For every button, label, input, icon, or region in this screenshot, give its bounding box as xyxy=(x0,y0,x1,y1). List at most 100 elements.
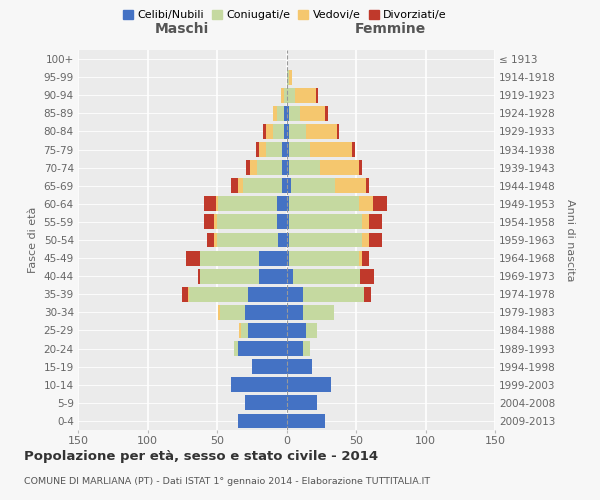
Bar xyxy=(289,70,292,84)
Bar xyxy=(287,232,289,248)
Bar xyxy=(289,214,362,230)
Bar xyxy=(306,323,317,338)
Bar xyxy=(368,214,382,230)
Bar xyxy=(373,196,386,211)
Bar xyxy=(220,305,245,320)
Y-axis label: Anni di nascita: Anni di nascita xyxy=(565,198,575,281)
Bar xyxy=(287,269,293,283)
Bar xyxy=(238,341,287,356)
Bar xyxy=(287,287,303,302)
Bar xyxy=(287,70,289,84)
Bar xyxy=(303,341,310,356)
Bar xyxy=(215,196,218,211)
Bar xyxy=(197,269,200,283)
Bar xyxy=(316,88,319,102)
Bar xyxy=(289,124,306,139)
Bar xyxy=(283,178,287,193)
Bar xyxy=(359,250,362,266)
Bar xyxy=(263,124,266,139)
Bar xyxy=(284,124,287,139)
Bar xyxy=(187,250,200,266)
Bar xyxy=(272,124,284,139)
Bar xyxy=(287,359,311,374)
Bar xyxy=(287,214,289,230)
Bar xyxy=(233,341,238,356)
Y-axis label: Fasce di età: Fasce di età xyxy=(28,207,38,273)
Bar xyxy=(188,287,189,302)
Bar xyxy=(362,232,368,248)
Bar xyxy=(287,250,289,266)
Bar xyxy=(287,196,289,211)
Bar xyxy=(200,250,259,266)
Bar xyxy=(259,142,266,157)
Bar xyxy=(320,160,359,175)
Bar xyxy=(244,178,283,193)
Bar xyxy=(217,214,277,230)
Bar xyxy=(325,106,328,121)
Bar xyxy=(207,232,214,248)
Bar xyxy=(293,269,360,283)
Bar xyxy=(241,323,248,338)
Bar xyxy=(238,178,244,193)
Bar xyxy=(287,396,317,410)
Bar xyxy=(283,160,287,175)
Bar xyxy=(266,124,272,139)
Bar xyxy=(368,232,382,248)
Bar xyxy=(287,378,331,392)
Bar xyxy=(366,178,368,193)
Bar xyxy=(287,160,289,175)
Bar xyxy=(245,396,287,410)
Bar xyxy=(283,142,287,157)
Bar xyxy=(359,160,362,175)
Bar xyxy=(182,287,188,302)
Bar xyxy=(362,250,368,266)
Bar xyxy=(245,305,287,320)
Bar xyxy=(256,142,259,157)
Bar xyxy=(272,106,277,121)
Bar xyxy=(359,196,373,211)
Bar xyxy=(287,88,295,102)
Bar xyxy=(295,88,316,102)
Bar xyxy=(257,160,283,175)
Bar xyxy=(246,160,250,175)
Bar xyxy=(289,160,320,175)
Bar xyxy=(200,269,259,283)
Bar xyxy=(287,414,325,428)
Bar xyxy=(259,250,287,266)
Bar xyxy=(252,359,287,374)
Bar xyxy=(287,106,289,121)
Bar xyxy=(287,305,303,320)
Bar xyxy=(289,196,359,211)
Bar xyxy=(289,142,310,157)
Bar xyxy=(248,323,287,338)
Bar xyxy=(289,106,301,121)
Bar xyxy=(266,142,283,157)
Bar xyxy=(289,250,359,266)
Bar xyxy=(218,305,220,320)
Bar xyxy=(364,287,371,302)
Bar xyxy=(287,323,306,338)
Bar xyxy=(301,106,325,121)
Bar xyxy=(306,124,337,139)
Bar xyxy=(231,178,238,193)
Bar xyxy=(337,124,340,139)
Bar xyxy=(238,414,287,428)
Bar xyxy=(287,142,289,157)
Bar xyxy=(310,142,352,157)
Legend: Celibi/Nubili, Coniugati/e, Vedovi/e, Divorziati/e: Celibi/Nubili, Coniugati/e, Vedovi/e, Di… xyxy=(119,6,451,25)
Bar xyxy=(290,178,335,193)
Bar xyxy=(303,305,334,320)
Bar xyxy=(277,106,284,121)
Bar xyxy=(277,196,287,211)
Bar xyxy=(189,287,248,302)
Bar xyxy=(259,269,287,283)
Bar xyxy=(360,269,374,283)
Text: Popolazione per età, sesso e stato civile - 2014: Popolazione per età, sesso e stato civil… xyxy=(24,450,378,463)
Bar xyxy=(217,232,278,248)
Bar xyxy=(248,287,287,302)
Bar xyxy=(214,232,217,248)
Bar xyxy=(335,178,366,193)
Bar xyxy=(231,378,287,392)
Bar xyxy=(239,323,241,338)
Text: COMUNE DI MARLIANA (PT) - Dati ISTAT 1° gennaio 2014 - Elaborazione TUTTITALIA.I: COMUNE DI MARLIANA (PT) - Dati ISTAT 1° … xyxy=(24,478,430,486)
